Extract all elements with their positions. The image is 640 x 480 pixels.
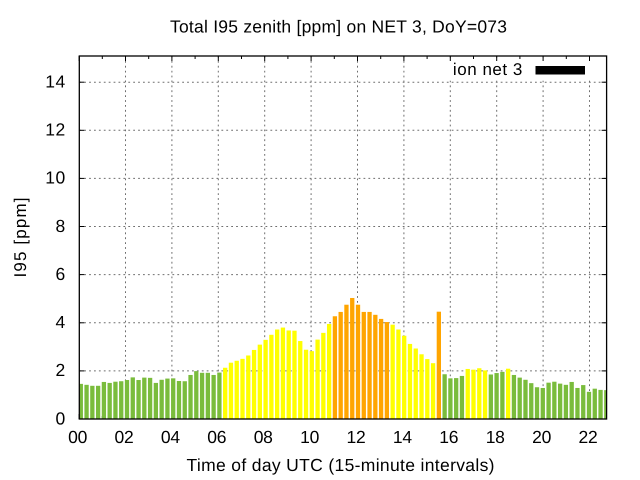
svg-text:I95 [ppm]: I95 [ppm] (11, 198, 30, 278)
svg-text:6: 6 (55, 264, 65, 284)
svg-text:20: 20 (532, 427, 551, 447)
svg-text:Total I95 zenith [ppm] on NET: Total I95 zenith [ppm] on NET 3, DoY=073 (170, 17, 507, 37)
svg-text:18: 18 (486, 427, 505, 447)
svg-text:12: 12 (45, 120, 65, 140)
svg-text:22: 22 (579, 427, 598, 447)
svg-text:10: 10 (45, 168, 65, 188)
svg-text:00: 00 (68, 427, 87, 447)
svg-text:02: 02 (115, 427, 134, 447)
svg-text:8: 8 (55, 216, 65, 236)
svg-text:10: 10 (300, 427, 319, 447)
svg-text:4: 4 (55, 312, 65, 332)
svg-text:2: 2 (55, 360, 65, 380)
svg-text:14: 14 (45, 72, 65, 92)
svg-text:08: 08 (254, 427, 273, 447)
svg-text:0: 0 (55, 408, 65, 428)
svg-text:06: 06 (207, 427, 226, 447)
svg-text:14: 14 (393, 427, 412, 447)
svg-text:04: 04 (161, 427, 180, 447)
svg-text:12: 12 (347, 427, 366, 447)
svg-text:16: 16 (439, 427, 458, 447)
svg-text:ion net 3: ion net 3 (453, 60, 523, 79)
svg-text:Time of day UTC (15-minute int: Time of day UTC (15-minute intervals) (187, 455, 495, 475)
